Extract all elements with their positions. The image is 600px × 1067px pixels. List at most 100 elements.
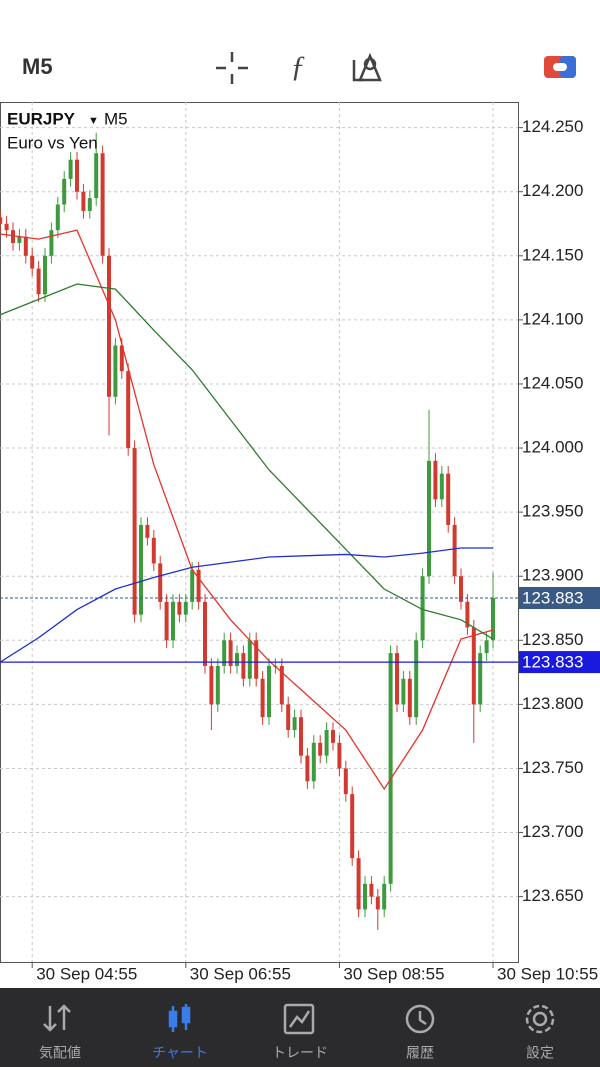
moving-average — [0, 283, 494, 640]
candle-body — [369, 883, 374, 897]
nav-item[interactable]: チャート — [152, 1045, 208, 1061]
candle-body — [260, 678, 265, 718]
moving-average — [0, 229, 494, 791]
candle-body — [292, 717, 297, 731]
candle-body — [87, 198, 92, 211]
x-tick-label: 30 Sep 04:55 — [36, 964, 137, 983]
indicators-icon[interactable]: ƒ — [291, 50, 306, 83]
candle-body — [286, 704, 291, 731]
candle-body — [0, 217, 3, 224]
x-tick-label: 30 Sep 08:55 — [343, 964, 444, 983]
candle-body — [363, 883, 367, 910]
candle-body — [228, 640, 233, 666]
candle-body — [55, 204, 60, 231]
y-tick-label: 124.150 — [522, 245, 583, 264]
plot — [0, 102, 518, 962]
candle-body — [427, 460, 431, 577]
y-tick-label: 123.650 — [522, 886, 583, 905]
nav-item[interactable]: 設定 — [526, 1045, 554, 1061]
candle-body — [459, 576, 463, 602]
candle-body — [299, 717, 303, 756]
candle-body — [491, 598, 495, 641]
candle-body — [196, 569, 201, 602]
crosshair-icon[interactable] — [216, 52, 248, 84]
candle-body — [94, 153, 99, 199]
candle-body — [203, 601, 207, 666]
candle-body — [439, 473, 444, 500]
candle-body — [343, 768, 348, 795]
price-tag-label: 123.833 — [522, 653, 583, 672]
y-tick-label: 123.950 — [522, 502, 583, 521]
y-tick-label: 123.900 — [522, 566, 583, 585]
candle-body — [4, 223, 9, 231]
candle-body — [324, 730, 329, 756]
y-tick-label: 123.850 — [522, 630, 583, 649]
candle-body — [171, 601, 175, 641]
candle-body — [23, 236, 28, 256]
candle-body — [139, 524, 143, 615]
candle-body — [215, 665, 220, 705]
nav-item[interactable]: トレード — [272, 1045, 328, 1061]
candle-body — [254, 640, 259, 679]
candle-body — [279, 665, 284, 705]
candle-body — [484, 640, 489, 654]
candle-body — [81, 191, 86, 211]
candle-body — [235, 653, 239, 666]
moving-average — [0, 547, 493, 663]
candle-body — [183, 601, 188, 615]
y-tick-label: 124.000 — [522, 438, 583, 457]
candle-body — [420, 576, 425, 641]
candle-body — [350, 794, 355, 859]
candle-body — [49, 230, 54, 256]
candle-body — [209, 665, 214, 705]
price-tag-label: 123.883 — [522, 588, 583, 607]
candle-body — [36, 268, 41, 295]
candle-body — [107, 255, 111, 397]
chart-timeframe: M5 — [104, 109, 128, 128]
timeframe-button[interactable]: M5 — [22, 54, 53, 79]
nav-icons — [43, 1003, 555, 1035]
candle-body — [331, 730, 335, 743]
candle-body — [126, 371, 131, 449]
candle-body — [356, 858, 361, 910]
price-tag — [519, 651, 600, 674]
x-tick-label: 30 Sep 10:55 — [497, 964, 598, 983]
candle-body — [311, 742, 316, 782]
candle-body — [318, 742, 323, 756]
y-tick-label: 123.750 — [522, 758, 583, 777]
candle-body — [375, 896, 380, 910]
y-tick-label: 124.100 — [522, 309, 583, 328]
account-toggle[interactable] — [544, 56, 576, 78]
candle-body — [62, 178, 67, 205]
candle-body — [446, 473, 451, 525]
x-tick-label: 30 Sep 06:55 — [190, 964, 291, 983]
candle-body — [337, 742, 342, 769]
candle-body — [11, 230, 15, 243]
candle-body — [151, 537, 156, 564]
candle-body — [395, 653, 399, 705]
candle-body — [30, 255, 35, 269]
nav-item[interactable]: 履歴 — [406, 1045, 434, 1061]
candle-body — [222, 640, 227, 666]
candle-body — [382, 883, 387, 910]
nav-labels: 気配値 チャート トレード 履歴 設定 — [39, 1045, 554, 1061]
candle-body — [305, 755, 310, 782]
candle-body — [465, 601, 470, 628]
nav-item[interactable]: 気配値 — [39, 1045, 81, 1061]
candle-body — [100, 153, 105, 256]
y-tick-label: 123.800 — [522, 694, 583, 713]
symbol[interactable]: EURJPY — [7, 109, 76, 128]
candle-body — [177, 601, 182, 615]
candle-body — [267, 665, 271, 718]
candle-body — [75, 159, 79, 192]
candle-body — [388, 653, 393, 884]
candle-body — [414, 640, 419, 718]
candle-body — [43, 255, 47, 295]
y-tick-label: 124.050 — [522, 373, 583, 392]
symbol-dropdown[interactable]: ▼ — [88, 115, 99, 127]
candle-body — [119, 345, 124, 372]
objects-icon[interactable] — [352, 52, 382, 82]
candle-body — [241, 653, 246, 679]
